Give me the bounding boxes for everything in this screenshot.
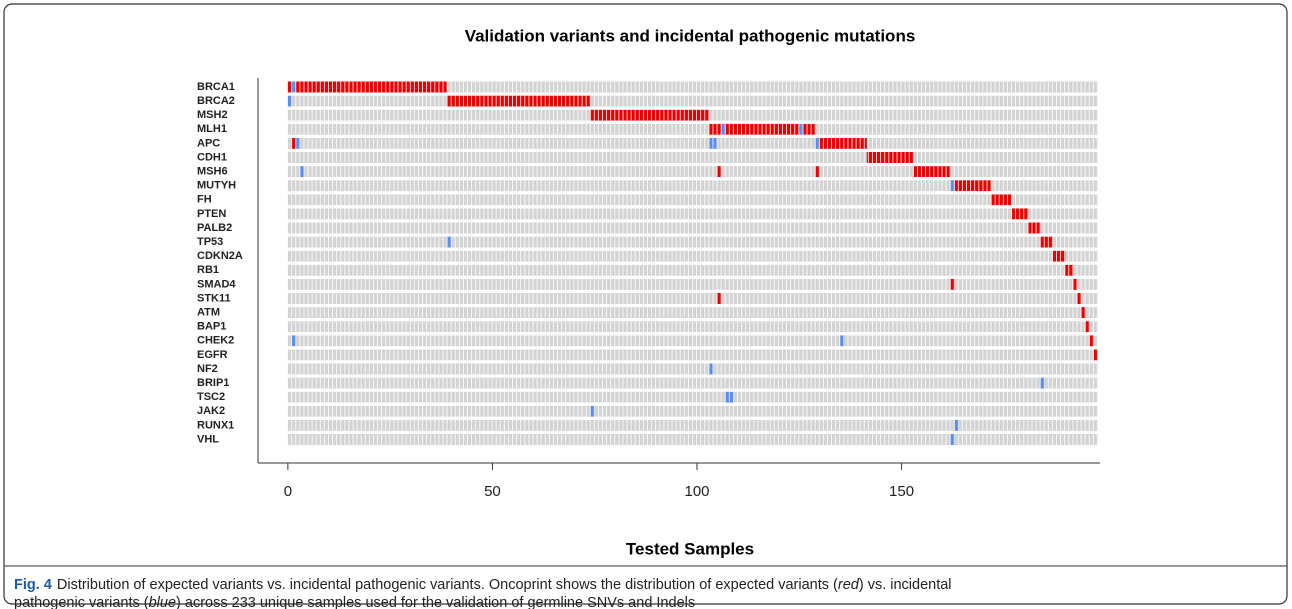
row-gap	[287, 134, 1099, 138]
gene-label: BAP1	[197, 321, 226, 333]
gene-label: MLH1	[197, 123, 227, 135]
row-gap	[287, 177, 1099, 181]
gene-label: CHEK2	[197, 335, 234, 347]
x-tick-label: 100	[684, 483, 709, 500]
row-gap	[287, 360, 1099, 364]
gene-label: CDH1	[197, 151, 227, 163]
gene-label: MUTYH	[197, 180, 236, 192]
frame	[3, 3, 1288, 605]
gene-label: RB1	[197, 264, 219, 276]
gene-label: VHL	[197, 433, 219, 445]
row-gap	[287, 416, 1099, 420]
row-gap	[287, 106, 1099, 110]
row-gap	[287, 92, 1099, 96]
row-gap	[287, 374, 1099, 378]
row-gap	[287, 163, 1099, 167]
gene-label: FH	[197, 194, 212, 206]
row-gap	[287, 304, 1099, 308]
row-gap	[287, 205, 1099, 209]
gene-label: MSH2	[197, 109, 228, 121]
gene-label: EGFR	[197, 349, 228, 361]
gene-label: BRCA1	[197, 81, 235, 93]
row-gap	[287, 445, 1099, 449]
caption-text: ) vs. incidental	[859, 577, 952, 593]
gene-label: TSC2	[197, 391, 225, 403]
gene-label: PALB2	[197, 222, 232, 234]
gene-label: BRCA2	[197, 95, 235, 107]
row-gap	[287, 289, 1099, 293]
row-gap	[287, 261, 1099, 265]
gene-label: STK11	[197, 292, 231, 304]
gene-label: NF2	[197, 363, 218, 375]
gene-label: SMAD4	[197, 278, 236, 290]
caption: Fig. 4 Distribution of expected variants …	[14, 577, 952, 593]
gene-label: JAK2	[197, 405, 225, 417]
gene-label: CDKN2A	[197, 250, 243, 262]
row-gap	[287, 402, 1099, 406]
row-gap	[287, 430, 1099, 434]
x-tick-label: 50	[484, 483, 501, 500]
row-gap	[287, 332, 1099, 336]
row-gap	[287, 388, 1099, 392]
caption: pathogenic variants (blue) across 233 un…	[14, 595, 695, 609]
caption-emph: blue	[149, 595, 176, 609]
gene-label: ATM	[197, 307, 220, 319]
caption-text: Distribution of expected variants vs. in…	[57, 577, 838, 593]
caption-text: pathogenic variants (	[14, 595, 149, 609]
gene-label: APC	[197, 137, 220, 149]
chart-title: Validation variants and incidental patho…	[465, 26, 916, 45]
row-gap	[287, 191, 1099, 195]
gene-label: MSH6	[197, 166, 228, 178]
row-gap	[287, 275, 1099, 279]
gene-label: BRIP1	[197, 377, 229, 389]
x-tick-label: 150	[889, 483, 914, 500]
gene-label: PTEN	[197, 208, 226, 220]
gene-label: TP53	[197, 236, 223, 248]
row-gap	[287, 148, 1099, 152]
row-gap	[287, 233, 1099, 237]
row-gap	[287, 219, 1099, 223]
x-axis-label: Tested Samples	[626, 539, 754, 558]
cell-separators	[287, 78, 1099, 463]
caption-emph: red	[838, 577, 860, 593]
caption-text: ) across 233 unique samples used for the…	[176, 595, 695, 609]
row-gap	[287, 318, 1099, 322]
row-gap	[287, 247, 1099, 251]
row-gap	[287, 120, 1099, 124]
x-tick-label: 0	[284, 483, 292, 500]
gene-label: RUNX1	[197, 419, 234, 431]
row-gap	[287, 346, 1099, 350]
caption-label: Fig. 4	[14, 577, 52, 593]
